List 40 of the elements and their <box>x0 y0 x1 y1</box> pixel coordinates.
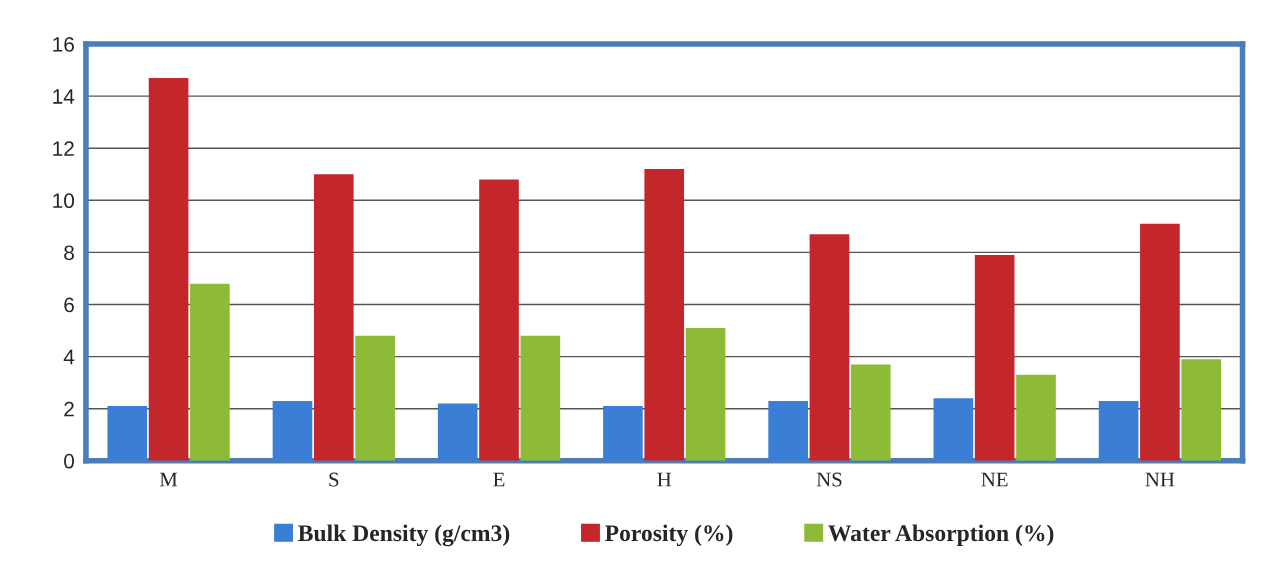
bar <box>603 406 643 461</box>
y-tick-label: 2 <box>64 401 74 417</box>
x-tick-label: E <box>493 472 505 487</box>
bar <box>809 234 850 461</box>
x-tick-label: H <box>657 472 672 487</box>
bar <box>1016 374 1056 461</box>
x-tick-label: NH <box>1145 472 1175 487</box>
bar <box>107 406 148 461</box>
bar <box>355 335 395 461</box>
x-tick-label: NS <box>816 472 842 487</box>
legend-label: Water Absorption (%) <box>828 524 1054 546</box>
bar <box>685 327 726 461</box>
bar <box>190 283 230 461</box>
bar <box>1098 400 1139 461</box>
y-tick-label: 0 <box>64 453 75 469</box>
y-tick-label: 6 <box>64 297 74 313</box>
x-tick-label: NE <box>981 472 1008 487</box>
legend-label: Bulk Density (g/cm3) <box>298 524 510 547</box>
y-tick-label: 10 <box>53 193 75 209</box>
legend-label: Porosity (%) <box>605 524 733 547</box>
y-tick-label: 8 <box>64 245 74 261</box>
bar <box>520 335 561 461</box>
bar <box>437 403 478 461</box>
bar <box>1140 223 1180 461</box>
bar <box>850 364 891 461</box>
y-tick-label: 4 <box>63 349 75 365</box>
x-tick-label: M <box>159 472 178 487</box>
bar <box>148 77 189 461</box>
x-tick-label: S <box>329 472 339 487</box>
bar <box>1181 359 1222 461</box>
y-tick-label: 12 <box>53 141 74 156</box>
bar <box>768 400 808 461</box>
bar <box>933 398 974 461</box>
bar <box>272 400 313 461</box>
bar <box>974 255 1015 461</box>
bar <box>479 179 519 461</box>
y-tick-label: 16 <box>53 37 74 52</box>
y-tick-label: 14 <box>53 89 75 104</box>
bar <box>644 169 685 461</box>
bar <box>313 174 354 461</box>
